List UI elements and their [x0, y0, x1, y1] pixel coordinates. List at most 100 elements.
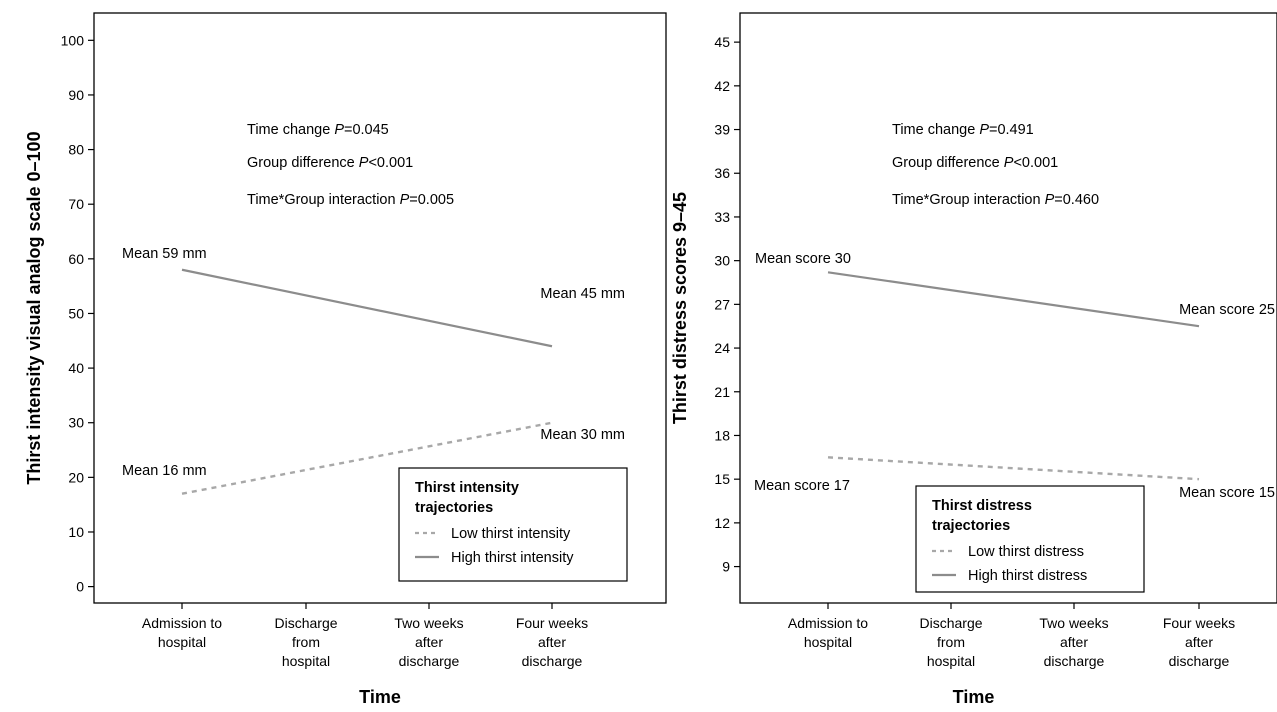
y-tick-label: 30 [68, 415, 84, 431]
x-tick-label-line: hospital [282, 653, 330, 669]
x-tick-label-line: hospital [927, 653, 975, 669]
mean-annotation: Mean 59 mm [122, 246, 207, 262]
x-tick-label: Four weeks after discharge [1163, 615, 1235, 669]
y-tick-label: 60 [68, 251, 84, 267]
stat-p: P [1045, 192, 1055, 208]
stat-value: =0.491 [989, 122, 1034, 138]
stat-value: =0.005 [409, 192, 454, 208]
series-line-low [181, 421, 553, 495]
stat-p: P [359, 155, 369, 171]
x-tick-label-line: Two weeks [394, 615, 463, 631]
y-tick-label: 15 [714, 471, 730, 487]
x-tick-label-line: discharge [1044, 653, 1105, 669]
legend-box [398, 467, 628, 582]
y-tick-label: 33 [714, 209, 730, 225]
x-tick-label-line: after [1185, 634, 1213, 650]
y-tick-label: 21 [714, 384, 730, 400]
stat-value: =0.045 [344, 122, 389, 138]
mean-annotation: Mean score 15 [1179, 485, 1275, 501]
legend-label: Low thirst intensity [451, 526, 571, 542]
x-tick-label-line: Four weeks [1163, 615, 1235, 631]
stat-label: Time change [892, 122, 979, 138]
plot-frame [93, 12, 667, 604]
y-tick-label: 40 [68, 360, 84, 376]
x-tick-label-line: from [937, 634, 965, 650]
x-tick-label-line: hospital [158, 634, 206, 650]
stat-line: Time change P=0.491 [892, 122, 1034, 138]
x-tick-label-line: discharge [522, 653, 583, 669]
stat-line: Time*Group interaction P=0.460 [892, 192, 1099, 208]
x-tick-label-line: Four weeks [516, 615, 588, 631]
x-tick-label-line: discharge [399, 653, 460, 669]
x-tick-label: Two weeks after discharge [394, 615, 463, 669]
x-tick-label-line: Admission to [142, 615, 222, 631]
y-tick-label: 20 [68, 469, 84, 485]
y-axis-title: Thirst intensity visual analog scale 0–1… [24, 131, 44, 484]
x-tick-label-line: Discharge [919, 615, 982, 631]
x-tick-label: Discharge from hospital [274, 615, 337, 669]
x-tick-label-line: after [538, 634, 566, 650]
legend-label: Low thirst distress [968, 544, 1084, 560]
stat-label: Time change [247, 122, 334, 138]
stat-p: P [334, 122, 344, 138]
series-line-low [827, 456, 1200, 481]
legend-title: trajectories [932, 518, 1010, 534]
x-tick-label: Admission to hospital [142, 615, 222, 650]
y-tick-label: 18 [714, 427, 730, 443]
y-tick-label: 12 [714, 515, 730, 531]
y-axis-title: Thirst distress scores 9–45 [670, 192, 690, 424]
stat-line: Group difference P<0.001 [247, 155, 413, 171]
legend-label: High thirst distress [968, 568, 1087, 584]
legend-title: trajectories [415, 500, 493, 516]
y-tick-label: 27 [714, 296, 730, 312]
y-tick-label: 10 [68, 524, 84, 540]
x-tick-label: Two weeks after discharge [1039, 615, 1108, 669]
y-tick-label: 36 [714, 165, 730, 181]
x-axis-title: Time [953, 687, 995, 707]
legend-title: Thirst intensity [415, 480, 519, 496]
mean-annotation: Mean 30 mm [540, 427, 625, 443]
stat-value: =0.460 [1054, 192, 1099, 208]
stat-label: Time*Group interaction [892, 192, 1045, 208]
x-tick-label-line: hospital [804, 634, 852, 650]
x-tick-label-line: Admission to [788, 615, 868, 631]
x-tick-label: Four weeks after discharge [516, 615, 588, 669]
mean-annotation: Mean score 17 [754, 478, 850, 494]
x-tick-label-line: after [1060, 634, 1088, 650]
mean-annotation: Mean 16 mm [122, 463, 207, 479]
stat-line: Time change P=0.045 [247, 122, 389, 138]
mean-annotation: Mean score 25 [1179, 302, 1275, 318]
y-tick-label: 30 [714, 253, 730, 269]
legend-label: High thirst intensity [451, 550, 574, 566]
stat-p: P [979, 122, 989, 138]
y-tick-label: 9 [722, 559, 730, 575]
y-tick-label: 90 [68, 87, 84, 103]
stat-label: Group difference [247, 155, 359, 171]
x-tick-label: Discharge from hospital [919, 615, 982, 669]
y-tick-label: 50 [68, 305, 84, 321]
stat-line: Group difference P<0.001 [892, 155, 1058, 171]
mean-annotation: Mean score 30 [755, 251, 851, 267]
x-tick-label: Admission to hospital [788, 615, 868, 650]
series-line-high [827, 271, 1200, 328]
series-line-high [181, 268, 553, 348]
legend: Thirst distress trajectories Low thirst di… [915, 485, 1145, 593]
chart-panel-1: 0 10 20 30 40 50 60 70 80 90 100 Admission to hospit… [24, 12, 667, 707]
plot-frame [739, 12, 1277, 604]
y-tick-label: 100 [61, 32, 85, 48]
y-tick-label: 42 [714, 78, 730, 94]
chart-panel-2: 9 12 15 18 21 24 27 30 33 36 39 42 45 Admission to hos… [670, 12, 1277, 707]
y-tick-label: 39 [714, 122, 730, 138]
x-axis-title: Time [359, 687, 401, 707]
y-tick-label: 80 [68, 142, 84, 158]
stat-value: <0.001 [368, 155, 413, 171]
stat-label: Group difference [892, 155, 1004, 171]
mean-annotation: Mean 45 mm [540, 286, 625, 302]
stat-p: P [400, 192, 410, 208]
stat-line: Time*Group interaction P=0.005 [247, 192, 454, 208]
stat-value: <0.001 [1013, 155, 1058, 171]
y-tick-label: 70 [68, 196, 84, 212]
x-tick-label-line: discharge [1169, 653, 1230, 669]
x-tick-label-line: from [292, 634, 320, 650]
